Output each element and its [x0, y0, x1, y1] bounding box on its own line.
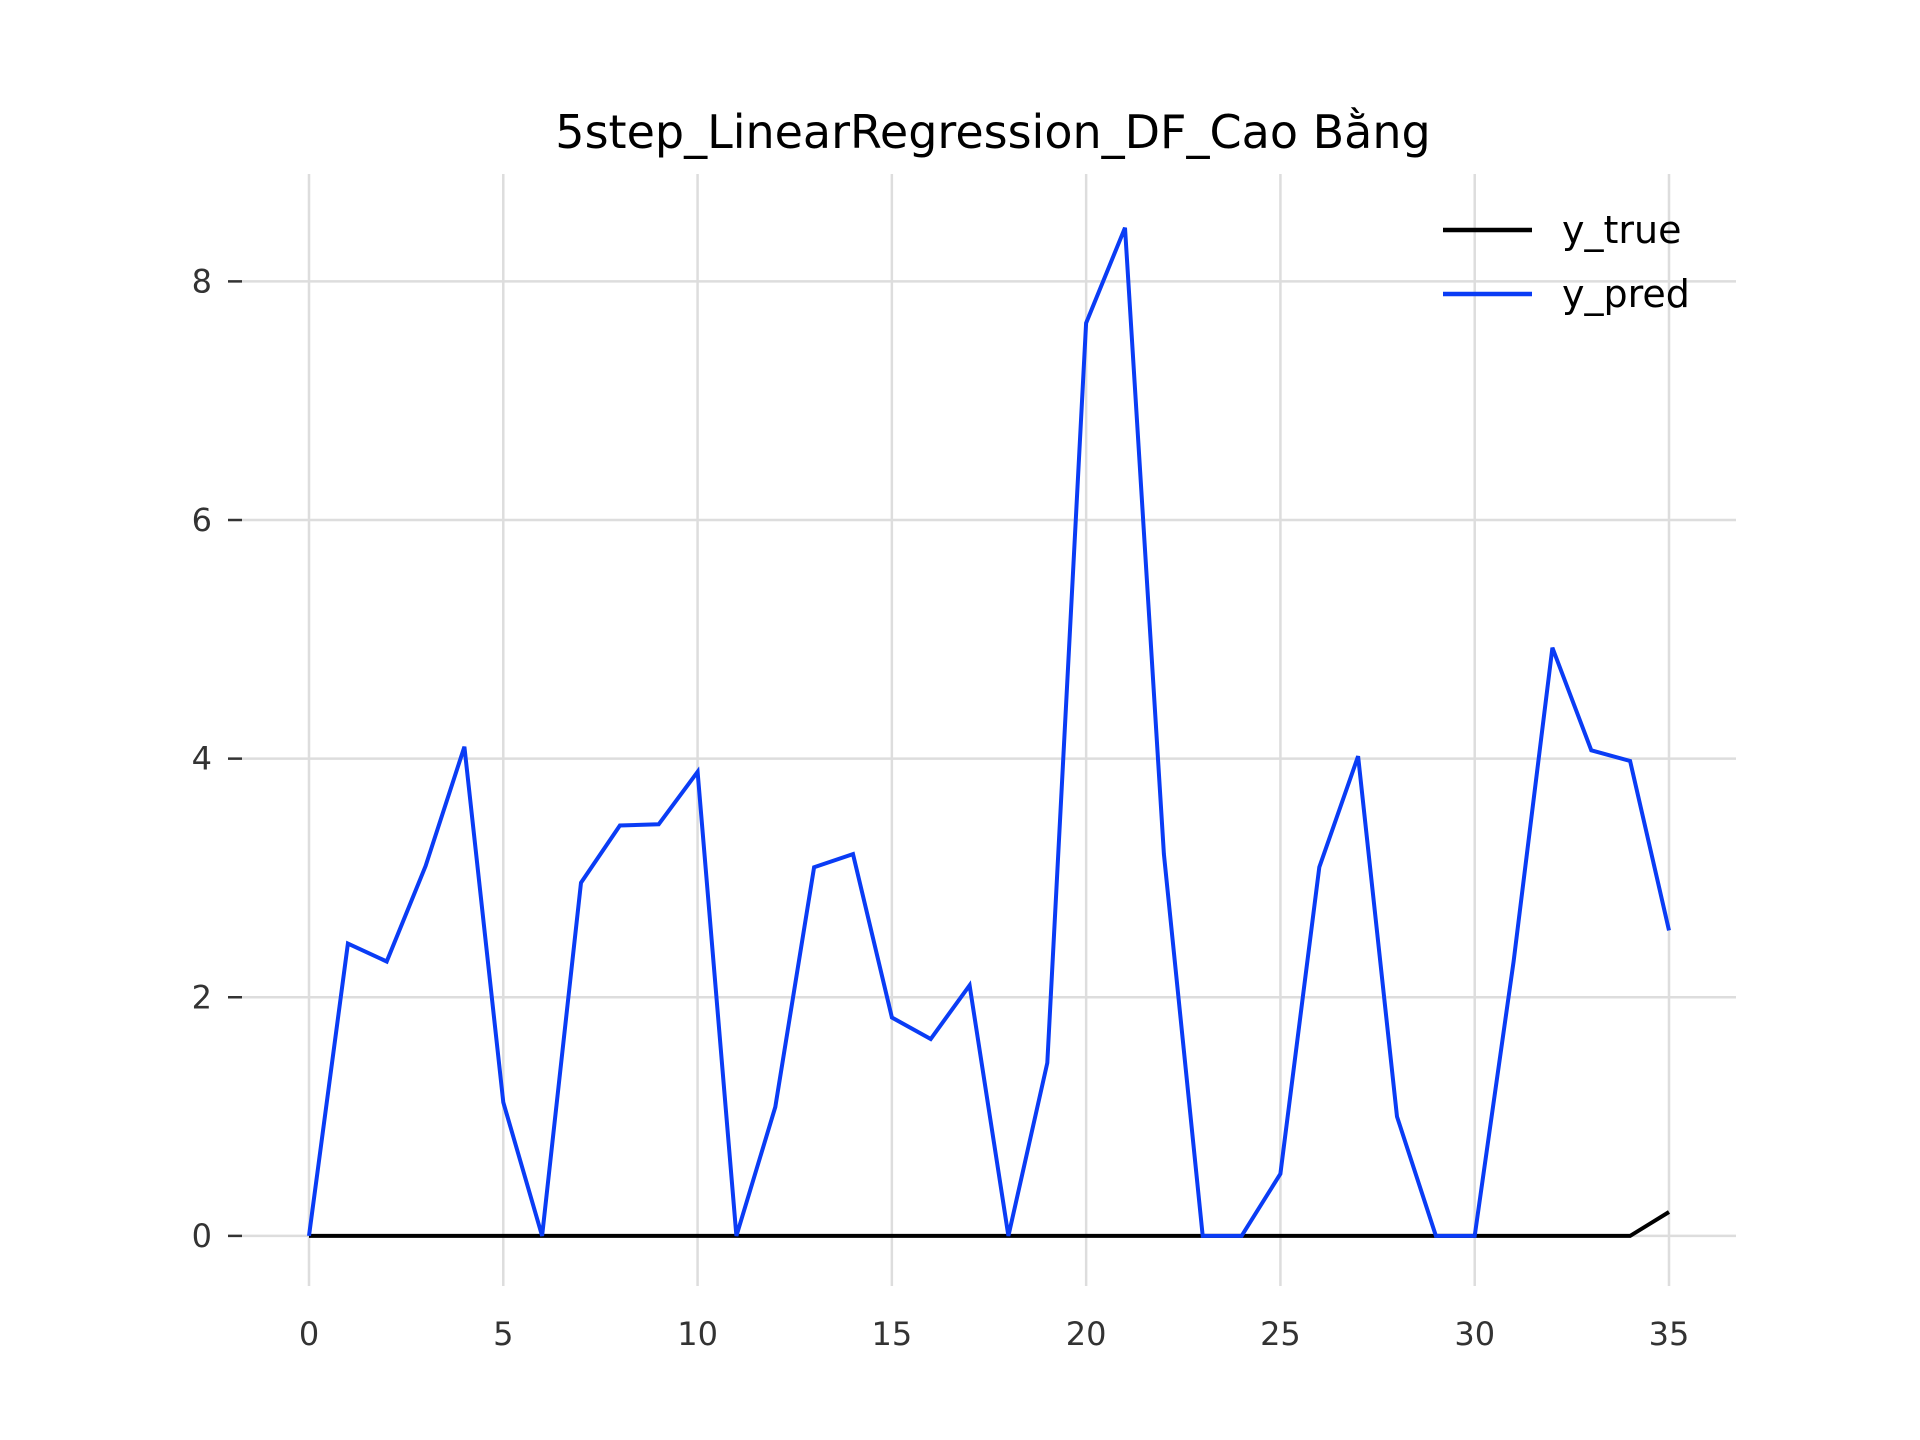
x-tick-label: 30	[1454, 1315, 1495, 1353]
legend: y_true y_pred	[1443, 208, 1690, 316]
x-tick-label: 15	[871, 1315, 912, 1353]
y-tick-label: 0	[192, 1217, 212, 1255]
x-tick-label: 10	[677, 1315, 718, 1353]
y-tick-label: 8	[192, 262, 212, 300]
x-tick-label: 20	[1066, 1315, 1107, 1353]
x-tick-label: 0	[299, 1315, 319, 1353]
grid	[242, 174, 1736, 1286]
axis-ticks: 0 5 10 15 20 25 30 35 0 2 4 6 8	[192, 262, 1690, 1353]
series-line-y-true	[309, 1210, 1671, 1238]
legend-label: y_true	[1562, 208, 1681, 252]
y-tick-label: 4	[192, 740, 212, 778]
x-tick-label: 35	[1649, 1315, 1690, 1353]
y-tick-label: 2	[192, 978, 212, 1016]
x-tick-label: 25	[1260, 1315, 1301, 1353]
chart-title: 5step_LinearRegression_DF_Cao Bằng	[555, 105, 1430, 159]
x-tick-label: 5	[493, 1315, 513, 1353]
series-lines	[307, 226, 1671, 1238]
y-tick-label: 6	[192, 501, 212, 539]
legend-label: y_pred	[1562, 272, 1690, 316]
series-line-y-pred	[307, 226, 1671, 1238]
